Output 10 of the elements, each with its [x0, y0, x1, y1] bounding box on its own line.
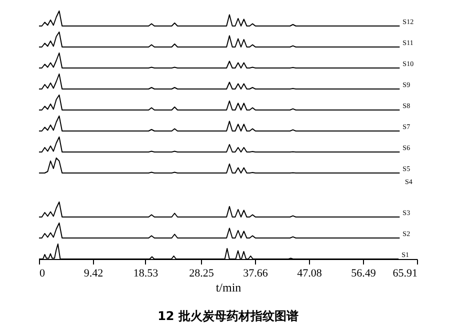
x-tick-label: 18.53 — [133, 268, 159, 280]
x-tick-label: 0 — [40, 268, 46, 280]
x-tick-label: 37.66 — [243, 268, 268, 280]
x-tick-label: 65.91 — [392, 268, 418, 280]
x-tick-label: 47.08 — [297, 268, 322, 280]
x-tick-label: 56.49 — [351, 268, 376, 280]
x-tick-label: 9.42 — [84, 268, 104, 280]
text: 12 批火炭母药材指纹图谱 — [158, 309, 298, 323]
x-axis-title: t/min — [216, 280, 242, 294]
x-tick-label: 28.25 — [189, 268, 214, 280]
